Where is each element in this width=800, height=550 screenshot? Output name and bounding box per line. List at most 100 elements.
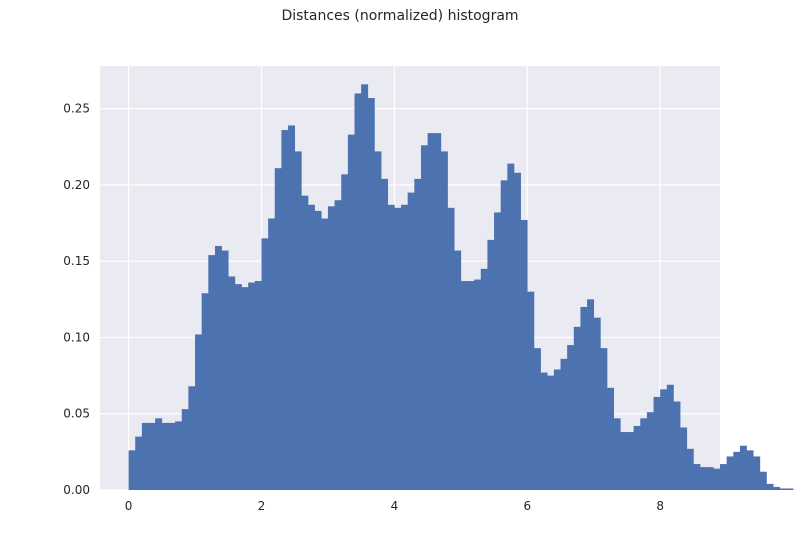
histogram-bar xyxy=(540,372,548,490)
histogram-bar xyxy=(434,133,442,490)
y-tick-label: 0.20 xyxy=(63,178,90,192)
histogram-bar xyxy=(254,281,262,490)
histogram-bar xyxy=(168,422,176,490)
histogram-bar xyxy=(181,409,189,490)
x-tick-label: 6 xyxy=(523,499,531,513)
histogram-bar xyxy=(646,412,654,490)
histogram-bar xyxy=(460,281,468,490)
histogram-bar xyxy=(573,326,581,490)
histogram-bar xyxy=(753,456,761,490)
histogram-bar xyxy=(560,358,568,490)
histogram-bar xyxy=(700,467,708,490)
histogram-bar xyxy=(706,467,714,490)
histogram-bar xyxy=(507,163,515,490)
y-tick-labels: 0.00 0.05 0.10 0.15 0.20 0.25 xyxy=(63,102,90,497)
histogram-bar xyxy=(155,418,163,490)
histogram-bar xyxy=(720,464,727,490)
histogram-bar xyxy=(653,396,661,490)
histogram-bar xyxy=(533,348,541,490)
y-tick-label: 0.25 xyxy=(63,102,90,116)
histogram-bar xyxy=(188,386,196,490)
histogram-bar xyxy=(520,220,528,491)
histogram-bar xyxy=(208,255,216,490)
histogram-bar xyxy=(407,192,415,490)
chart-title: Distances (normalized) histogram xyxy=(281,8,519,24)
histogram-bar xyxy=(128,450,136,490)
histogram-bar xyxy=(613,418,621,490)
histogram-bar xyxy=(148,422,156,490)
histogram-bar xyxy=(401,204,408,490)
y-tick-label: 0.00 xyxy=(63,483,90,497)
histogram-bar xyxy=(673,401,681,490)
x-tick-labels: 0 2 4 6 8 xyxy=(125,499,664,513)
histogram-bar xyxy=(361,84,369,490)
histogram-bar xyxy=(766,483,774,490)
histogram-bar xyxy=(447,207,455,490)
histogram-bar xyxy=(241,287,249,490)
histogram-bar xyxy=(759,471,767,490)
histogram-bar xyxy=(733,451,741,490)
histogram-bar xyxy=(746,450,754,490)
histogram-bar xyxy=(620,432,628,490)
y-tick-label: 0.15 xyxy=(63,254,90,268)
histogram-bar xyxy=(693,464,701,490)
x-tick-label: 2 xyxy=(258,499,266,513)
histogram-bar xyxy=(268,218,276,490)
histogram-bar xyxy=(327,206,335,491)
histogram-bar xyxy=(221,250,229,490)
histogram-bar xyxy=(301,195,309,490)
histogram-bar xyxy=(135,436,143,490)
histogram-bar xyxy=(307,204,315,490)
histogram-bar xyxy=(633,425,641,490)
histogram-bar xyxy=(686,448,694,490)
histogram-bar xyxy=(547,375,555,490)
histogram-bar xyxy=(175,421,183,490)
histogram-bar xyxy=(294,151,302,490)
histogram-bar xyxy=(414,178,422,490)
histogram-bar xyxy=(321,218,329,490)
histogram-bar xyxy=(713,468,721,490)
histogram-bar xyxy=(314,210,322,490)
histogram-bar xyxy=(640,418,648,490)
histogram-bar xyxy=(354,93,362,490)
histogram-bar xyxy=(739,445,747,490)
histogram-bar xyxy=(600,348,608,490)
y-tick-label: 0.05 xyxy=(63,407,90,421)
histogram-bar xyxy=(420,145,428,490)
histogram-bar xyxy=(580,306,588,490)
x-tick-label: 8 xyxy=(656,499,664,513)
histogram-bar xyxy=(195,334,202,490)
histogram-bar xyxy=(454,250,462,490)
histogram-bar xyxy=(387,204,395,490)
histogram-bar xyxy=(786,488,794,490)
histogram-bar xyxy=(726,456,734,490)
histogram-bar xyxy=(480,268,488,490)
histogram-bar xyxy=(487,239,495,490)
histogram-bar xyxy=(427,133,435,490)
histogram-bar xyxy=(394,207,402,490)
histogram-bar xyxy=(334,200,342,490)
histogram-bar xyxy=(367,98,375,490)
histogram-bar xyxy=(593,317,601,490)
histogram-bar xyxy=(248,282,256,490)
bar-layer xyxy=(128,84,794,491)
histogram-bar xyxy=(201,293,209,490)
histogram-bar xyxy=(553,369,561,490)
histogram-bar xyxy=(274,168,282,490)
histogram-bar xyxy=(261,238,269,490)
histogram-bar xyxy=(288,125,296,490)
x-tick-label: 0 xyxy=(125,499,133,513)
histogram-bar xyxy=(494,212,502,490)
histogram-bar xyxy=(587,299,595,490)
histogram-bar xyxy=(660,389,668,490)
histogram-bar xyxy=(513,172,521,491)
histogram-bar xyxy=(234,284,242,490)
histogram-bar xyxy=(666,384,674,490)
histogram-bar xyxy=(474,279,482,490)
histogram-bar xyxy=(347,134,355,490)
histogram-bar xyxy=(440,151,448,490)
histogram-bar xyxy=(214,245,222,490)
histogram-bar xyxy=(141,422,149,490)
